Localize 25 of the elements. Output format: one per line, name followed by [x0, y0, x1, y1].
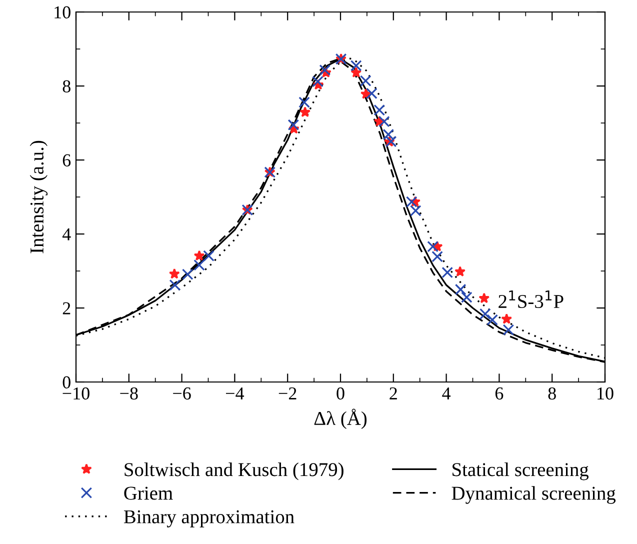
annotation: 2$^{1}$S-3$^{1}$P: [498, 290, 564, 308]
x-tick-label: 10: [598, 387, 614, 400]
x-tick-label: −6: [173, 387, 191, 400]
y-tick-label: 8: [62, 80, 70, 92]
legend-label: Dynamical screening: [452, 486, 616, 504]
y-tick-label: 6: [62, 154, 71, 166]
x-tick-label: 4: [442, 388, 451, 400]
x-axis-title: Δλ (Å): [314, 408, 367, 429]
x-tick-label: −8: [120, 387, 138, 400]
y-tick-label: 0: [62, 376, 70, 388]
x-tick-label: −2: [278, 387, 296, 400]
x-tick-label: 0: [336, 387, 344, 400]
y-tick-label: 4: [62, 228, 71, 240]
legend-label: Binary approximation: [124, 510, 294, 528]
x-tick-label: 6: [495, 387, 504, 400]
legend-label: Soltwisch and Kusch (1979): [124, 462, 344, 480]
x-tick-label: −4: [226, 388, 244, 400]
y-tick-label: 10: [54, 6, 70, 18]
x-tick-label: 2: [390, 387, 397, 400]
legend-label: Griem: [124, 486, 173, 500]
y-tick-label: 2: [62, 302, 70, 314]
legend-label: Statical screening: [452, 462, 589, 480]
x-tick-label: −10: [62, 387, 90, 400]
y-axis-title: Intensity (a.u.): [30, 140, 48, 254]
x-tick-label: 8: [548, 387, 556, 400]
